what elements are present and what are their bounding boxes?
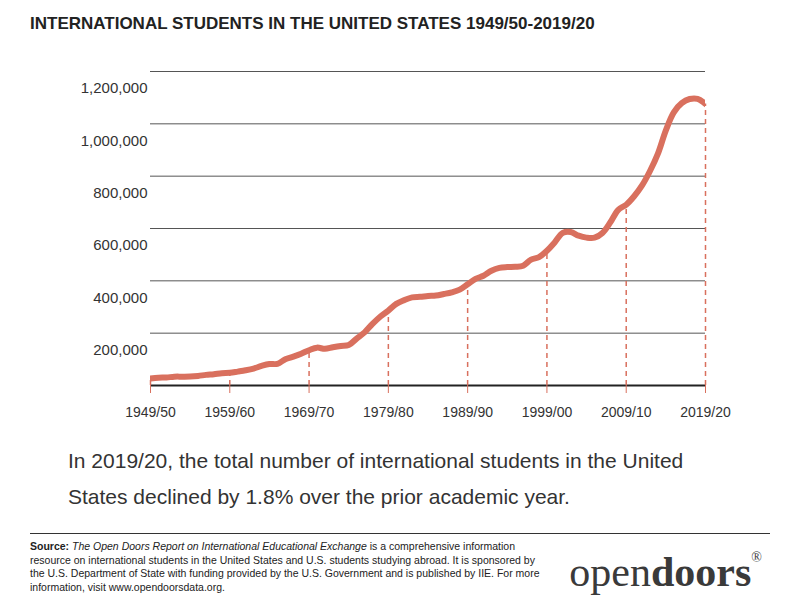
svg-text:1,000,000: 1,000,000 (81, 132, 148, 149)
html-text:Source: The Open Doors Report: Source: The Open Doors Report on Interna… (30, 540, 540, 593)
svg-text:1949/50: 1949/50 (125, 404, 176, 420)
svg-text:400,000: 400,000 (93, 289, 147, 306)
svg-text:2019/20: 2019/20 (680, 404, 731, 420)
svg-text:1989/90: 1989/90 (442, 404, 493, 420)
html-text:In 2019/20, the total number o: In 2019/20, the total number of internat… (68, 449, 684, 508)
svg-text:1979/80: 1979/80 (363, 404, 414, 420)
svg-text:1999/00: 1999/00 (522, 404, 573, 420)
svg-text:1959/60: 1959/60 (204, 404, 255, 420)
svg-text:1969/70: 1969/70 (284, 404, 335, 420)
svg-text:600,000: 600,000 (93, 236, 147, 253)
svg-text:1,200,000: 1,200,000 (81, 79, 148, 96)
html-text:INTERNATIONAL STUDENTS IN THE: INTERNATIONAL STUDENTS IN THE UNITED STA… (30, 14, 595, 33)
svg-text:800,000: 800,000 (93, 184, 147, 201)
svg-text:200,000: 200,000 (93, 341, 147, 358)
svg-text:2009/10: 2009/10 (601, 404, 652, 420)
html-text:open doors: open doors (569, 549, 752, 595)
